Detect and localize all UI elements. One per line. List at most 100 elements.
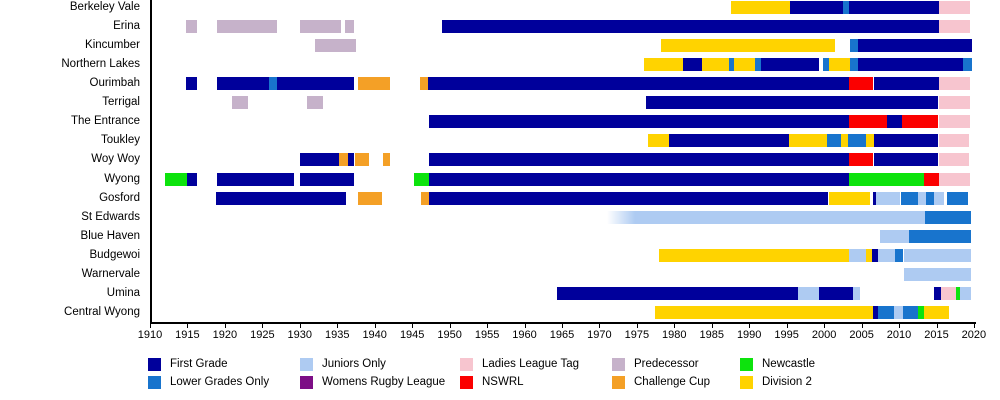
x-axis-tick-label: 1970 xyxy=(587,329,612,341)
timeline-segment-challenge xyxy=(421,191,429,205)
row-label: Wyong xyxy=(104,172,140,185)
timeline-segment-first xyxy=(887,115,902,129)
timeline-segment-predecessor xyxy=(299,20,341,34)
x-axis-tick xyxy=(599,323,601,328)
x-axis-tick xyxy=(337,323,339,328)
timeline-segment-lower xyxy=(849,39,858,53)
timeline-segment-lower xyxy=(849,58,858,72)
legend-swatch-predecessor xyxy=(612,358,625,371)
timeline-segment-division2 xyxy=(644,58,684,72)
timeline-segment-ladies xyxy=(938,134,969,148)
timeline-segment-ladies xyxy=(938,115,971,129)
x-axis-tick xyxy=(936,323,938,328)
legend-label: Lower Grades Only xyxy=(170,376,270,388)
timeline-segment-predecessor xyxy=(186,20,197,34)
timeline-segment-lower xyxy=(946,191,968,205)
legend-swatch-first xyxy=(148,358,161,371)
timeline-segment-ladies xyxy=(938,1,971,14)
timeline-segment-first xyxy=(556,286,798,300)
timeline-segment-division2 xyxy=(659,248,849,262)
timeline-segment-first xyxy=(428,191,828,205)
timeline-segment-lower xyxy=(848,134,867,148)
legend-label: Challenge Cup xyxy=(634,376,711,388)
legend-label: Womens Rugby League xyxy=(322,376,446,388)
timeline-segment-first xyxy=(669,134,789,148)
row-label: Ourimbah xyxy=(89,77,141,90)
row-label: The Entrance xyxy=(70,115,140,128)
timeline-segment-challenge xyxy=(338,153,348,167)
timeline-segment-first xyxy=(790,1,843,14)
timeline-segment-nswrl xyxy=(923,172,939,186)
timeline-segment-first xyxy=(428,153,849,167)
row-label: Berkeley Vale xyxy=(69,1,140,13)
timeline-segment-first xyxy=(873,134,938,148)
timeline-segment-first xyxy=(872,305,878,319)
timeline-segment-nswrl xyxy=(848,153,874,167)
legend-swatch-division2 xyxy=(740,376,753,389)
x-axis-tick-label: 1995 xyxy=(774,329,799,341)
timeline-segment-first xyxy=(873,153,938,167)
timeline-segment-juniors xyxy=(917,191,926,205)
x-axis-tick xyxy=(973,323,975,328)
chart-legend: First Grade Lower Grades Only Juniors Only… xyxy=(148,357,868,397)
row-label: Erina xyxy=(113,20,140,33)
x-axis-tick xyxy=(636,323,638,328)
timeline-segment-first xyxy=(186,172,198,186)
legend-swatch-lower xyxy=(148,376,161,389)
x-axis-tick-label: 1990 xyxy=(736,329,762,341)
timeline-segment-first xyxy=(818,286,853,300)
timeline-segment-division2 xyxy=(654,305,873,319)
timeline-segment-first xyxy=(934,286,941,300)
timeline-segment-juniors xyxy=(606,210,926,224)
x-axis-tick-label: 1935 xyxy=(325,329,350,341)
x-axis-tick-label: 2015 xyxy=(924,329,949,341)
x-axis-tick-label: 1910 xyxy=(137,329,163,341)
timeline-segment-ladies xyxy=(938,20,971,34)
x-axis-tick xyxy=(412,323,414,328)
timeline-segment-lower xyxy=(926,191,935,205)
y-axis-line xyxy=(150,0,152,323)
row-label: Toukley xyxy=(101,134,140,147)
timeline-segment-lower xyxy=(842,1,849,14)
timeline-segment-nswrl xyxy=(848,115,887,129)
row-label: St Edwards xyxy=(81,210,140,223)
timeline-segment-first xyxy=(428,115,849,129)
legend-swatch-newcastle xyxy=(740,358,753,371)
row-label: Northern Lakes xyxy=(61,58,140,71)
x-axis-tick xyxy=(824,323,826,328)
timeline-segment-juniors xyxy=(903,248,971,262)
row-label: Blue Haven xyxy=(80,229,140,242)
row-label: Woy Woy xyxy=(91,153,140,166)
x-axis-tick xyxy=(524,323,526,328)
timeline-segment-first xyxy=(276,77,354,91)
timeline-segment-challenge xyxy=(419,77,428,91)
timeline-segment-lower xyxy=(902,305,918,319)
timeline-segment-predecessor xyxy=(344,20,354,34)
timeline-segment-predecessor xyxy=(314,39,356,53)
legend-swatch-challenge xyxy=(612,376,625,389)
x-axis-tick-label: 2005 xyxy=(849,329,874,341)
x-axis-tick xyxy=(224,323,226,328)
timeline-segment-juniors xyxy=(893,305,903,319)
timeline-segment-nswrl xyxy=(848,77,874,91)
x-axis-tick xyxy=(487,323,489,328)
timeline-segment-division2 xyxy=(702,58,729,72)
x-axis-tick xyxy=(786,323,788,328)
timeline-segment-juniors xyxy=(880,229,909,243)
x-axis-tick xyxy=(749,323,751,328)
timeline-segment-division2 xyxy=(660,39,835,53)
timeline-segment-nswrl xyxy=(902,115,938,129)
legend-label: Juniors Only xyxy=(322,358,386,370)
legend-swatch-juniors xyxy=(300,358,313,371)
timeline-segment-first xyxy=(848,1,939,14)
timeline-segment-division2 xyxy=(788,134,828,148)
legend-swatch-ladies xyxy=(460,358,473,371)
x-axis-tick xyxy=(449,323,451,328)
timeline-segment-lower xyxy=(908,229,971,243)
timeline-segment-newcastle xyxy=(917,305,924,319)
timeline-segment-juniors xyxy=(934,191,944,205)
row-label: Kincumber xyxy=(85,39,140,52)
timeline-segment-division2 xyxy=(828,58,850,72)
timeline-segment-first xyxy=(873,77,939,91)
